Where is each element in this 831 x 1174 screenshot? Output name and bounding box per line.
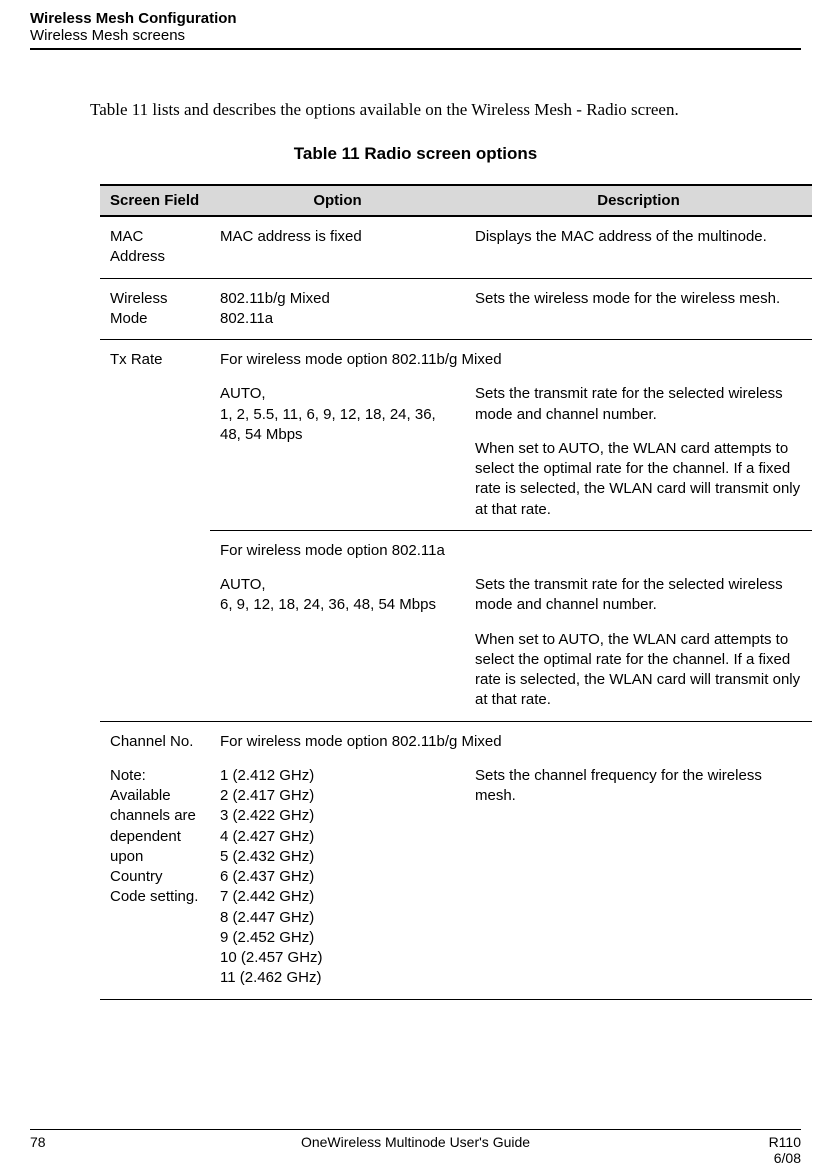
col-header-description: Description — [465, 185, 812, 216]
table-row: Wireless Mode 802.11b/g Mixed 802.11a Se… — [100, 278, 812, 340]
footer-row-2: 6/08 — [30, 1150, 801, 1166]
cell-description: Sets the channel frequency for the wirel… — [465, 752, 812, 999]
table-caption: Table 11 Radio screen options — [30, 144, 801, 164]
footer-center: OneWireless Multinode User's Guide — [110, 1134, 721, 1150]
document-page: Wireless Mesh Configuration Wireless Mes… — [0, 0, 831, 1174]
cell-option: AUTO, 6, 9, 12, 18, 24, 36, 48, 54 Mbps — [210, 561, 465, 721]
col-header-option: Option — [210, 185, 465, 216]
col-header-field: Screen Field — [100, 185, 210, 216]
page-footer: 78 OneWireless Multinode User's Guide R1… — [30, 1129, 801, 1166]
footer-row: 78 OneWireless Multinode User's Guide R1… — [30, 1134, 801, 1150]
header-title: Wireless Mesh Configuration — [30, 10, 801, 27]
cell-option: 802.11b/g Mixed 802.11a — [210, 278, 465, 340]
table-header-row: Screen Field Option Description — [100, 185, 812, 216]
field-note: Note: Available channels are dependent u… — [110, 766, 200, 908]
footer-page-number: 78 — [30, 1134, 110, 1150]
intro-paragraph: Table 11 lists and describes the options… — [90, 100, 801, 120]
page-header: Wireless Mesh Configuration Wireless Mes… — [30, 10, 801, 50]
cell-option: 1 (2.412 GHz) 2 (2.417 GHz) 3 (2.422 GHz… — [210, 752, 465, 999]
radio-options-table: Screen Field Option Description MAC Addr… — [100, 184, 812, 1000]
cell-description: Displays the MAC address of the multinod… — [465, 216, 812, 278]
field-label: Channel No. — [110, 732, 200, 752]
desc-para: When set to AUTO, the WLAN card attempts… — [475, 439, 802, 520]
cell-option: MAC address is fixed — [210, 216, 465, 278]
cell-field: Tx Rate — [100, 340, 210, 722]
cell-field: MAC Address — [100, 216, 210, 278]
desc-para: Sets the transmit rate for the selected … — [475, 384, 802, 425]
cell-description: Sets the transmit rate for the selected … — [465, 370, 812, 530]
cell-subheader: For wireless mode option 802.11b/g Mixed — [210, 721, 812, 752]
desc-para: When set to AUTO, the WLAN card attempts… — [475, 630, 802, 711]
table-row: Tx Rate For wireless mode option 802.11b… — [100, 340, 812, 371]
cell-subheader: For wireless mode option 802.11b/g Mixed — [210, 340, 812, 371]
cell-subheader: For wireless mode option 802.11a — [210, 530, 812, 561]
footer-right-1: R110 — [721, 1134, 801, 1150]
cell-description: Sets the wireless mode for the wireless … — [465, 278, 812, 340]
cell-option: AUTO, 1, 2, 5.5, 11, 6, 9, 12, 18, 24, 3… — [210, 370, 465, 530]
cell-description: Sets the transmit rate for the selected … — [465, 561, 812, 721]
cell-field: Wireless Mode — [100, 278, 210, 340]
cell-field: Channel No. Note: Available channels are… — [100, 721, 210, 999]
table-row: MAC Address MAC address is fixed Display… — [100, 216, 812, 278]
header-rule — [30, 48, 801, 50]
header-subtitle: Wireless Mesh screens — [30, 27, 801, 44]
table-row: Channel No. Note: Available channels are… — [100, 721, 812, 752]
desc-para: Sets the transmit rate for the selected … — [475, 575, 802, 616]
footer-right-2: 6/08 — [721, 1150, 801, 1166]
